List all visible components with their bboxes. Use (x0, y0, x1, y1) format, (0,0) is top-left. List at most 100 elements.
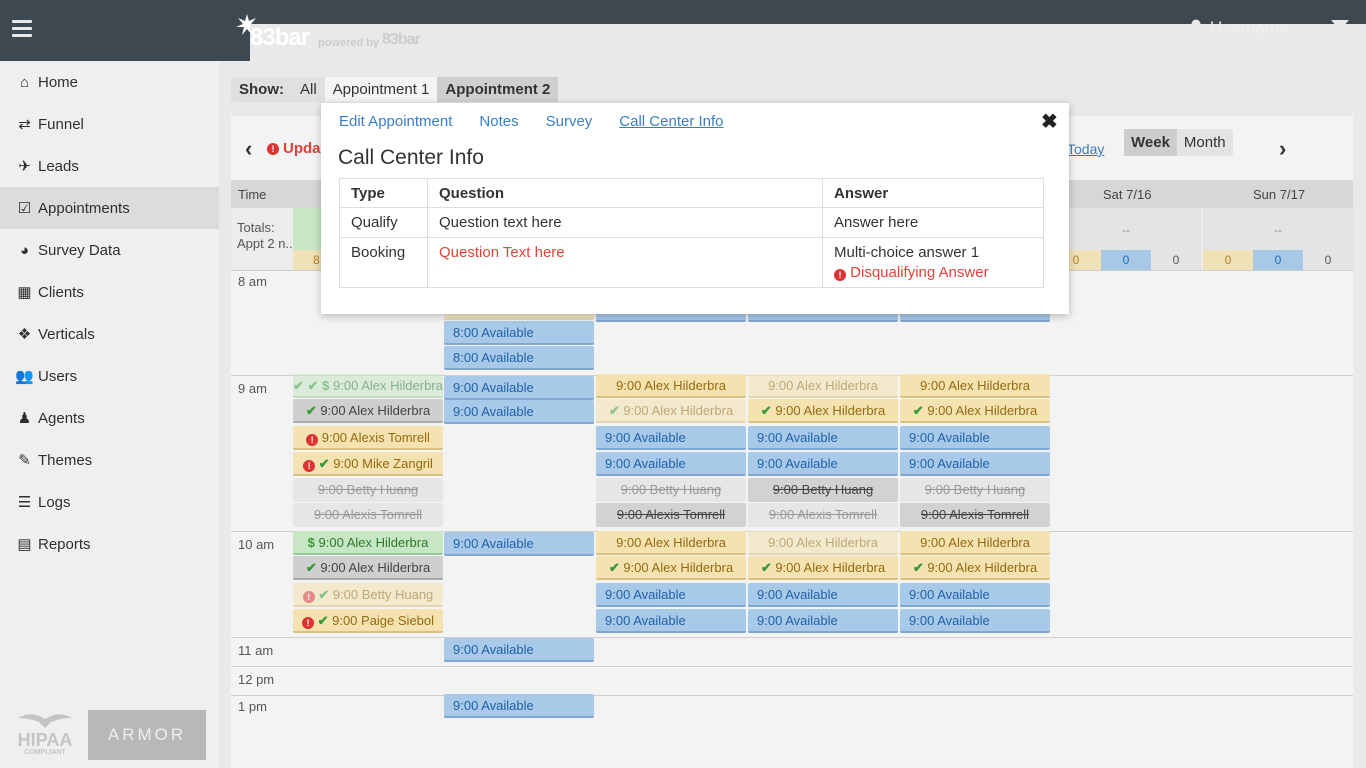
appointment-label: 9:00 Alexis Tomrell (321, 430, 430, 445)
appointment-slot[interactable]: 9:00 Available (444, 532, 594, 556)
menu-icon[interactable] (12, 20, 32, 38)
row-answer: Multi-choice answer 1 ! Disqualifying An… (822, 237, 1044, 288)
appointment-slot[interactable]: ✔ 9:00 Alex Hilderbra (293, 399, 443, 423)
appointment-slot[interactable]: ! ✔ 9:00 Paige Siebol (293, 609, 443, 633)
appointment-slot[interactable]: 9:00 Betty Huang (748, 478, 898, 502)
disqualifying-answer: ! Disqualifying Answer (834, 264, 1032, 281)
appointment-label: 9:00 Available (453, 404, 534, 419)
call-center-table: Type Question Answer Qualify Question te… (339, 178, 1044, 288)
appointment-slot[interactable]: 9:00 Alexis Tomrell (900, 503, 1050, 527)
sun-header: Sun 7/17 (1253, 187, 1306, 202)
appointment-slot[interactable]: 9:00 Betty Huang (596, 478, 746, 502)
appointment-slot[interactable]: 9:00 Alex Hilderbra (748, 374, 898, 398)
sidebar-item-survey-data[interactable]: ◕ Survey Data (0, 229, 219, 271)
sidebar-item-label: Reports (38, 535, 91, 553)
appointment-slot[interactable]: 9:00 Alex Hilderbra (900, 531, 1050, 555)
appointment-label: 9:00 Available (453, 380, 534, 395)
appointment-slot[interactable]: $ 9:00 Alex Hilderbra (293, 531, 443, 555)
sidebar-item-funnel[interactable]: ⇄ Funnel (0, 103, 219, 145)
appointment-slot[interactable]: 9:00 Alex Hilderbra (748, 531, 898, 555)
cubes-icon: ❖ (17, 326, 32, 343)
appointment-slot[interactable]: 9:00 Alexis Tomrell (596, 503, 746, 527)
appointment-slot[interactable]: 8:00 Available (444, 346, 594, 370)
user-secret-icon: ♟ (17, 410, 32, 427)
appointment-slot[interactable]: 9:00 Available (444, 400, 594, 424)
appointment-label: 9:00 Available (453, 642, 534, 657)
show-appointment-2[interactable]: Appointment 2 (437, 77, 559, 102)
appointment-slot[interactable]: 9:00 Betty Huang (293, 478, 443, 502)
appointment-slot[interactable]: 9:00 Available (748, 609, 898, 633)
sidebar-item-users[interactable]: 👥 Users (0, 355, 219, 397)
appointment-slot[interactable]: 9:00 Available (444, 694, 594, 718)
appointment-slot[interactable]: ✔ 9:00 Alex Hilderbra (748, 399, 898, 423)
appointment-label: 9:00 Available (757, 613, 838, 628)
appointment-slot[interactable]: ✔ 9:00 Alex Hilderbra (293, 556, 443, 580)
appointment-slot[interactable]: ✔ 9:00 Alex Hilderbra (900, 556, 1050, 580)
tab-edit-appointment[interactable]: Edit Appointment (339, 113, 453, 130)
sidebar-item-reports[interactable]: ▤ Reports (0, 523, 219, 565)
show-all[interactable]: All (300, 81, 317, 98)
hipaa-sub: COMPLIANT (24, 749, 66, 756)
appointment-label: 9:00 Alexis Tomrell (616, 507, 726, 522)
appointment-slot[interactable]: ✔ 9:00 Alex Hilderbra (748, 556, 898, 580)
appointment-slot[interactable]: 9:00 Available (748, 426, 898, 450)
appointment-slot[interactable]: ✔ 9:00 Alex Hilderbra (596, 556, 746, 580)
appointment-slot[interactable]: 9:00 Available (596, 609, 746, 633)
appointment-slot[interactable]: 9:00 Alexis Tomrell (293, 503, 443, 527)
check-icon: ✔ (318, 456, 334, 471)
sidebar-item-themes[interactable]: ✎ Themes (0, 439, 219, 481)
appointment-slot[interactable]: 9:00 Alex Hilderbra (596, 531, 746, 555)
sidebar-item-home[interactable]: ⌂ Home (0, 61, 219, 103)
week-view-button[interactable]: Week (1124, 129, 1177, 156)
appointment-label: 9:00 Available (605, 456, 686, 471)
appointment-slot[interactable]: 9:00 Available (444, 638, 594, 662)
appointment-slot[interactable]: 8:00 Available (444, 321, 594, 345)
appointment-slot[interactable]: 9:00 Alex Hilderbra (900, 374, 1050, 398)
show-appointment-1[interactable]: Appointment 1 (324, 77, 438, 102)
appointment-slot[interactable]: ✔ ✔ $ 9:00 Alex Hilderbra (293, 374, 443, 398)
appointment-slot[interactable]: ! 9:00 Alexis Tomrell (293, 426, 443, 450)
sidebar-item-agents[interactable]: ♟ Agents (0, 397, 219, 439)
appointment-label: 9:00 Available (605, 430, 686, 445)
today-link[interactable]: Today (1067, 141, 1105, 157)
appointment-slot[interactable]: ! ✔ 9:00 Betty Huang (293, 583, 443, 607)
update-warning[interactable]: ! Upda (267, 140, 321, 157)
appointment-slot[interactable]: 9:00 Betty Huang (900, 478, 1050, 502)
next-week-button[interactable]: › (1279, 136, 1287, 161)
tab-notes[interactable]: Notes (479, 113, 519, 130)
appointment-slot[interactable]: 9:00 Alex Hilderbra (596, 374, 746, 398)
appointment-slot[interactable]: 9:00 Available (596, 452, 746, 476)
appointment-slot[interactable]: 9:00 Available (900, 426, 1050, 450)
appointment-slot[interactable]: 9:00 Available (444, 376, 594, 400)
appointment-slot[interactable]: 9:00 Available (748, 452, 898, 476)
armor-badge: ARMOR (88, 710, 206, 760)
close-icon[interactable]: ✖ (1041, 111, 1058, 133)
appointment-slot[interactable]: 9:00 Alexis Tomrell (748, 503, 898, 527)
sidebar-item-label: Funnel (38, 115, 84, 133)
sidebar-item-appointments[interactable]: ☑ Appointments (0, 187, 219, 229)
appointment-slot[interactable]: 9:00 Available (900, 583, 1050, 607)
appointment-label: 9:00 Alex Hilderbra (318, 535, 429, 550)
month-view-button[interactable]: Month (1183, 134, 1226, 151)
appointment-slot[interactable]: 9:00 Available (900, 609, 1050, 633)
sidebar-item-clients[interactable]: ▦ Clients (0, 271, 219, 313)
sidebar-item-verticals[interactable]: ❖ Verticals (0, 313, 219, 355)
check-icon: ✔ (760, 560, 776, 575)
appointment-slot[interactable]: ✔ 9:00 Alex Hilderbra (900, 399, 1050, 423)
appointment-slot[interactable]: 9:00 Available (748, 583, 898, 607)
filter-icon[interactable] (1331, 20, 1349, 38)
user-menu[interactable]: Username (1188, 18, 1288, 38)
appointment-slot[interactable]: ✔ 9:00 Alex Hilderbra (596, 399, 746, 423)
prev-week-button[interactable]: ‹ (245, 136, 253, 161)
appointment-slot[interactable]: ! ✔ 9:00 Mike Zangril (293, 452, 443, 476)
sidebar-item-leads[interactable]: ✈ Leads (0, 145, 219, 187)
check-icon: ✔ (912, 403, 928, 418)
tab-call-center-info[interactable]: Call Center Info (619, 113, 724, 130)
appointment-slot[interactable]: 9:00 Available (596, 583, 746, 607)
appointment-label: 9:00 Alex Hilderbra (623, 403, 734, 418)
check-icon: ✔ (912, 560, 928, 575)
appointment-slot[interactable]: 9:00 Available (900, 452, 1050, 476)
appointment-slot[interactable]: 9:00 Available (596, 426, 746, 450)
tab-survey[interactable]: Survey (545, 113, 593, 130)
sidebar-item-logs[interactable]: ☰ Logs (0, 481, 219, 523)
